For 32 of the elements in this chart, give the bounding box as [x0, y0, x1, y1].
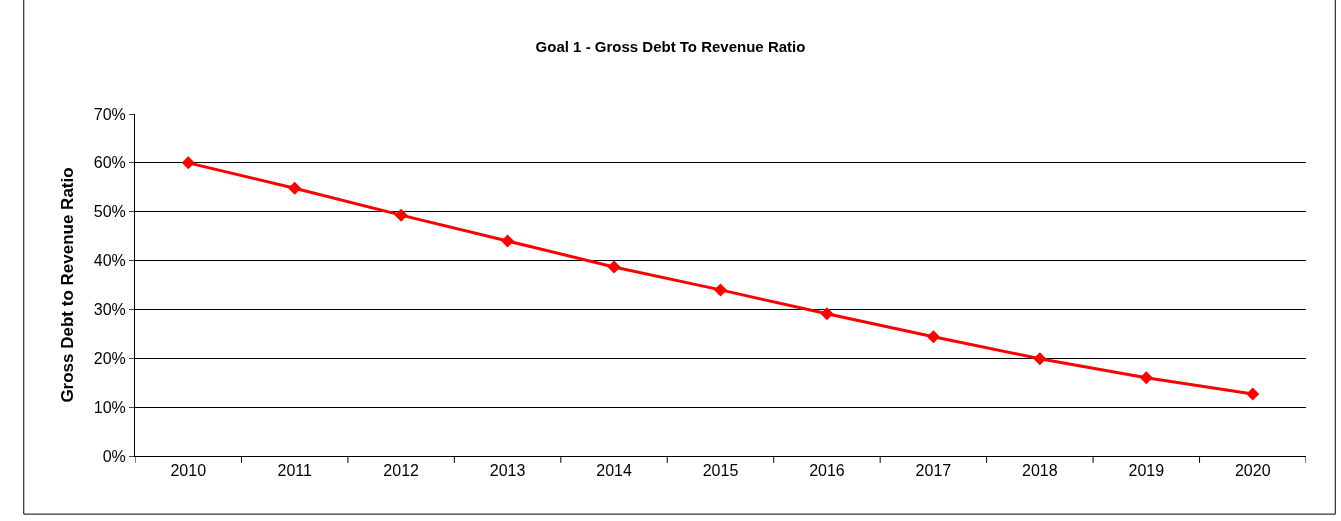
y-tick-label: 50% — [93, 203, 126, 221]
y-tick-label: 60% — [93, 154, 126, 172]
point — [394, 208, 408, 222]
x-tick-label: 2011 — [277, 462, 312, 480]
point — [1246, 387, 1260, 401]
x-tick-label: 2020 — [1234, 462, 1271, 480]
y-tick-label: 20% — [93, 349, 126, 367]
point — [501, 234, 515, 248]
x-tick-label: 2012 — [383, 462, 420, 480]
point — [714, 283, 727, 297]
point — [926, 330, 940, 344]
x-tick-label: 2015 — [702, 462, 739, 480]
x-tick-label: 2010 — [170, 462, 207, 480]
x-tick-label: 2014 — [596, 462, 632, 480]
y-tick-label: 40% — [93, 252, 126, 270]
x-tick-label: 2013 — [489, 462, 526, 480]
point — [181, 156, 195, 170]
y-tick-label: 30% — [93, 301, 126, 319]
y-tick-label: 0% — [102, 447, 126, 465]
x-tick-label: 2018 — [1022, 462, 1058, 480]
point — [1139, 371, 1153, 385]
y-tick-label: 70% — [93, 105, 126, 123]
x-tick-label: 2016 — [809, 462, 845, 480]
chart-title: Goal 1 - Gross Debt To Revenue Ratio — [535, 38, 806, 56]
x-tick-label: 2017 — [915, 462, 952, 480]
point — [288, 181, 302, 195]
point — [607, 260, 621, 274]
y-tick-label: 10% — [93, 398, 126, 416]
y-axis-title: Gross Debt to Revenue Ratio — [58, 167, 78, 403]
point — [820, 307, 834, 321]
point — [1033, 352, 1047, 366]
x-tick-label: 2019 — [1128, 462, 1165, 480]
